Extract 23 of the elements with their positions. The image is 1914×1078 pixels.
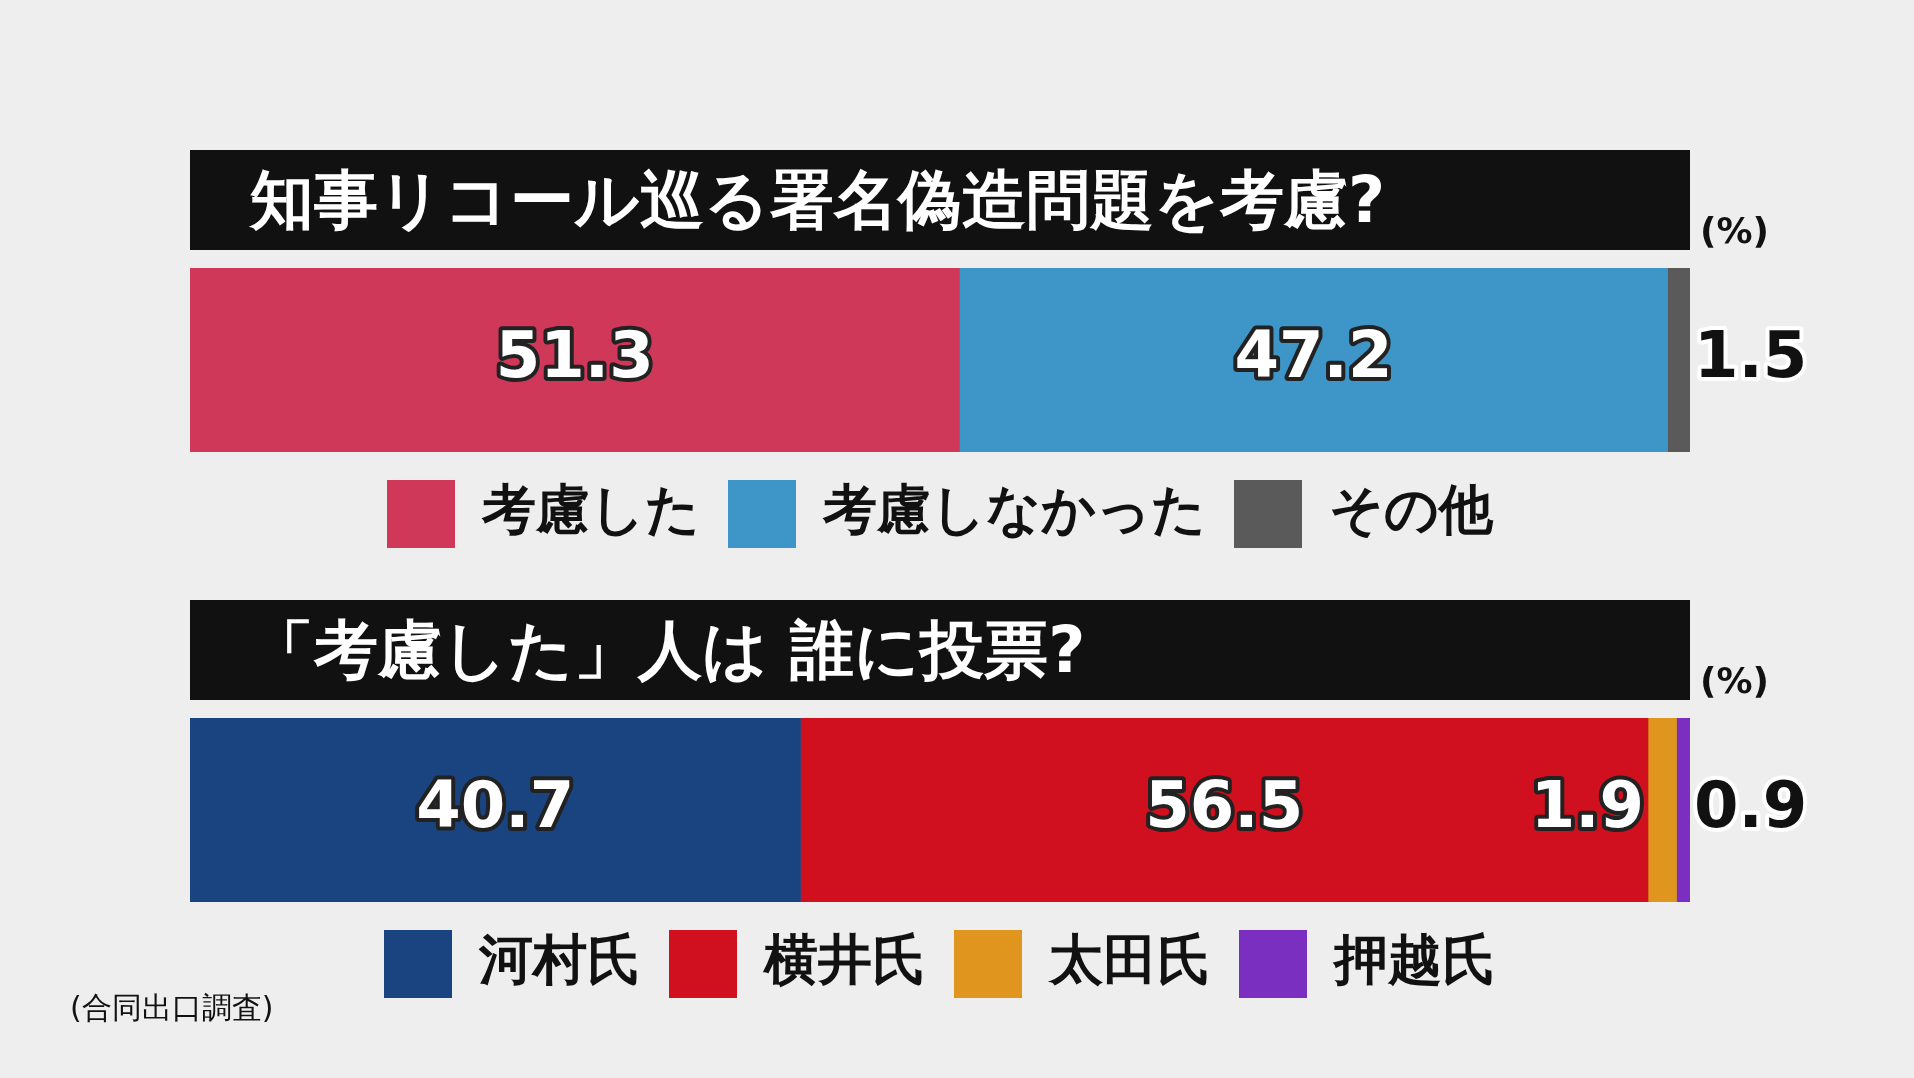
bar <box>1676 718 1690 902</box>
data-label: 51.3 <box>495 317 654 392</box>
bar <box>800 718 1649 902</box>
legend-label: 考慮しなかった <box>822 478 1206 542</box>
legend-label: 押越氏 <box>1332 928 1496 992</box>
data-label: 0.9 <box>1694 767 1808 842</box>
data-label: 1.9 <box>1530 767 1644 842</box>
legend-label: 河村氏 <box>478 928 641 992</box>
bar <box>190 718 801 902</box>
chart-title: 知事リコール巡る署名偽造問題を考慮? <box>190 150 1690 250</box>
x-axis-title: (%) <box>1700 210 1769 251</box>
legend-label: 横井氏 <box>762 928 926 992</box>
legend-label: 考慮した <box>481 478 700 542</box>
data-label: 40.7 <box>416 767 575 842</box>
data-label: 47.2 <box>1234 317 1393 392</box>
bar <box>1647 718 1677 902</box>
text: (合同出口調査) <box>70 989 274 1027</box>
x-axis-title: (%) <box>1700 660 1769 701</box>
data-label: 1.5 <box>1694 317 1808 392</box>
legend-label: その他 <box>1329 478 1494 542</box>
legend-label: 太田氏 <box>1047 928 1211 992</box>
chart-title: 「考慮した」人は 誰に投票? <box>190 600 1690 700</box>
data-label: 56.5 <box>1145 767 1304 842</box>
